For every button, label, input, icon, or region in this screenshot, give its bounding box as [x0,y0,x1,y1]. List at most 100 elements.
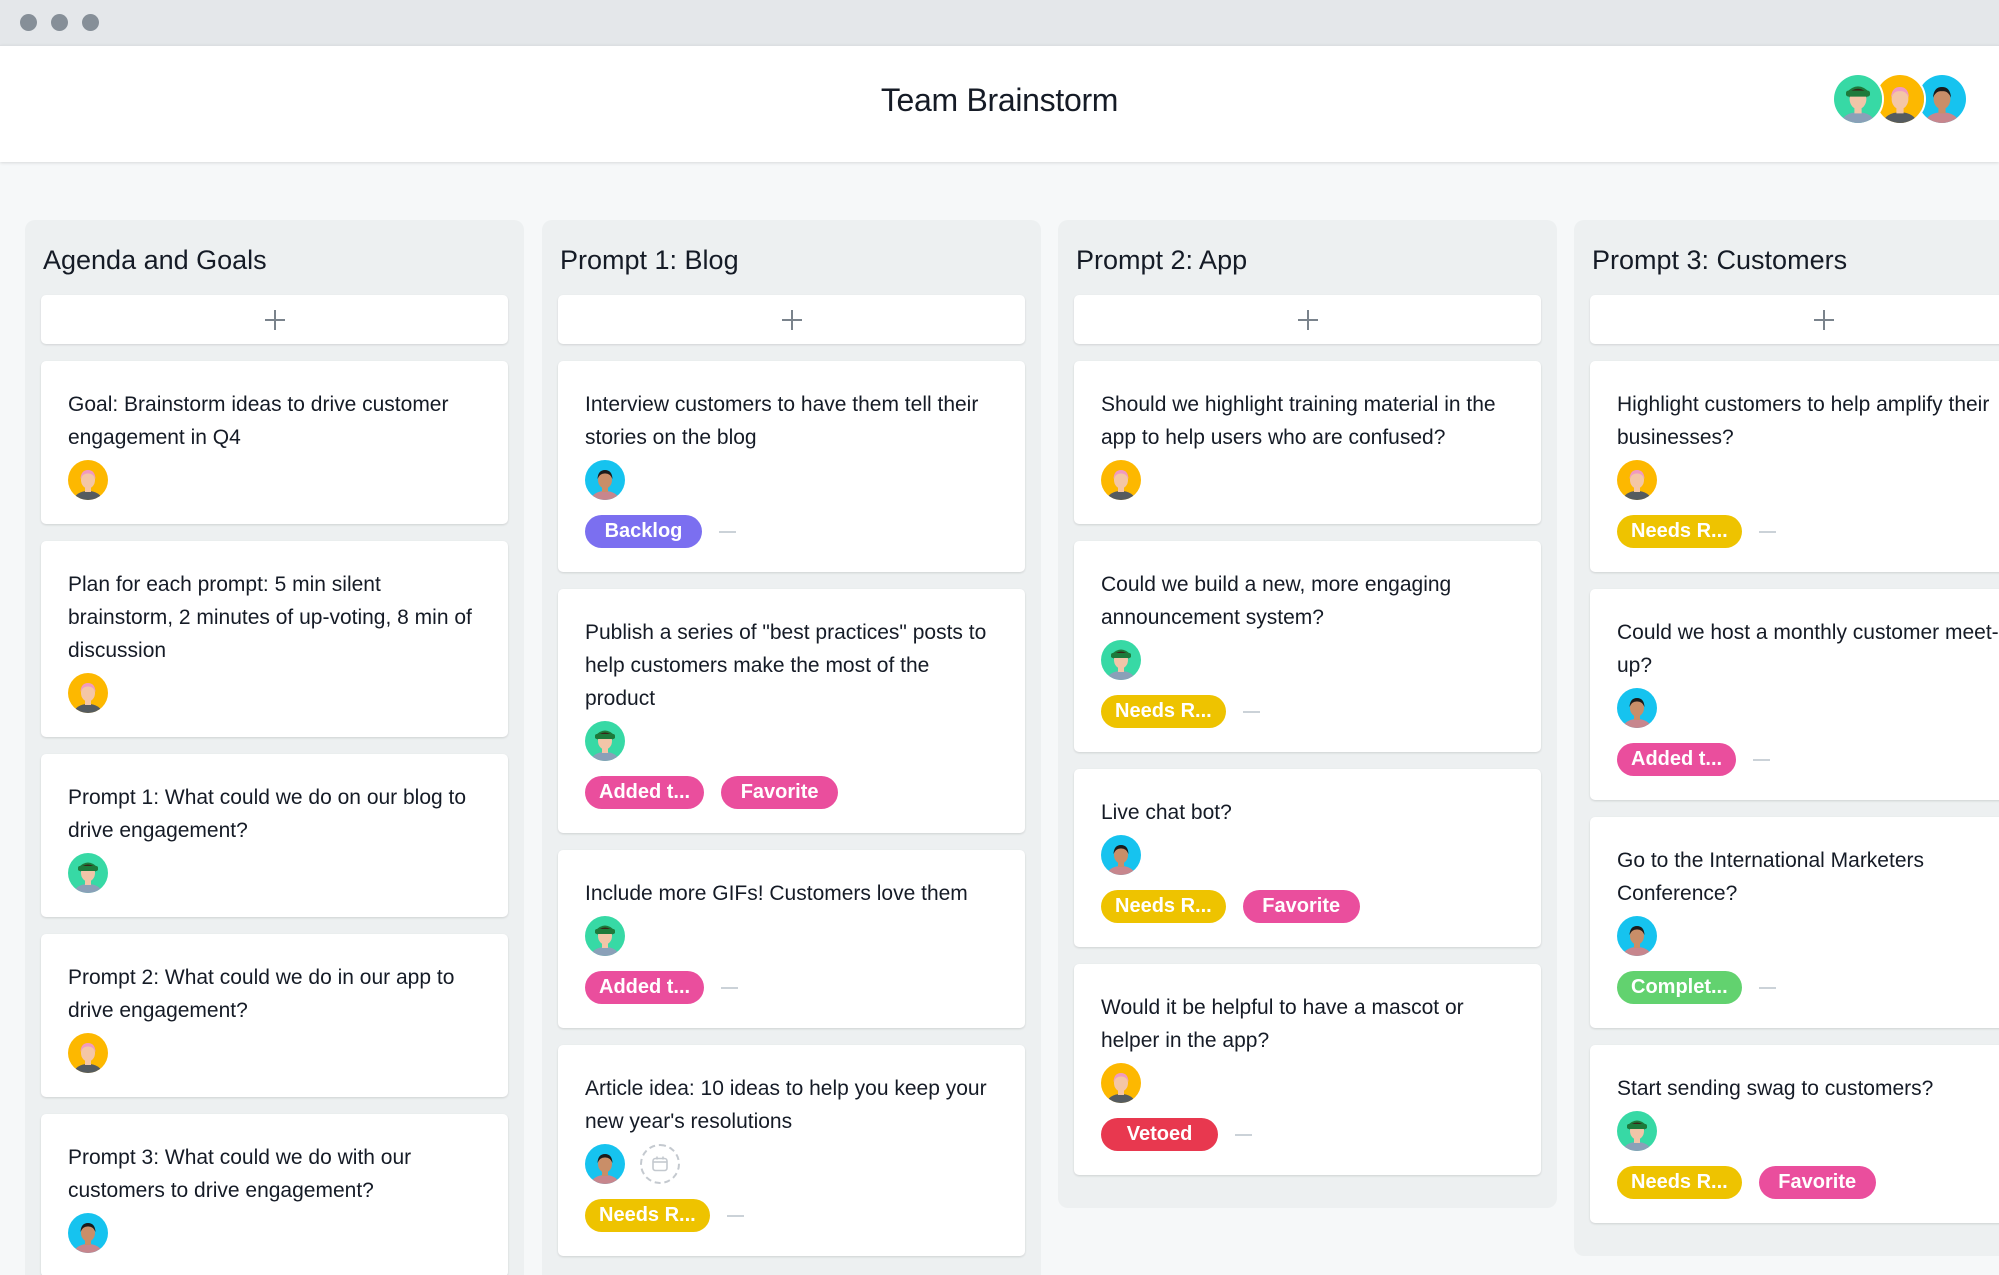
task-meta [1617,916,1999,956]
status-tag[interactable]: Needs R... [1101,695,1226,728]
task-meta [68,853,482,893]
task-name: Publish a series of "best practices" pos… [585,621,993,710]
task-card[interactable]: Live chat bot? Needs R... Favorite [1074,769,1541,947]
task-card[interactable]: Would it be helpful to have a mascot or … [1074,964,1541,1175]
task-name: Could we build a new, more engaging anno… [1101,573,1458,629]
status-tag[interactable]: Added t... [1617,743,1737,776]
plus-icon [781,309,802,330]
empty-field-dash[interactable] [1758,530,1776,533]
board: Agenda and Goals Goal: Brainstorm ideas t… [0,162,1999,1275]
empty-field-dash[interactable] [1235,1133,1252,1136]
assignee-avatar[interactable] [68,853,108,893]
task-tags: Needs R... [1617,515,1999,548]
task-tags: Needs R... [1101,695,1515,728]
assignee-avatar[interactable] [68,1213,108,1253]
task-tags: Complet... [1617,971,1999,1004]
task-meta [585,460,999,500]
assignee-avatar[interactable] [585,1144,625,1184]
task-card[interactable]: Prompt 2: What could we do in our app to… [41,934,508,1097]
status-tag[interactable]: Added t... [585,776,705,809]
column-title[interactable]: Prompt 1: Blog [560,245,739,275]
task-card[interactable]: Could we build a new, more engaging anno… [1074,541,1541,752]
window-maximize-button[interactable] [82,14,99,31]
task-meta [68,673,482,713]
task-card[interactable]: Go to the International Marketers Confer… [1590,817,1999,1028]
add-task-button[interactable] [558,295,1025,344]
task-name: Prompt 1: What could we do on our blog t… [68,786,472,842]
calendar-icon[interactable] [640,1144,680,1184]
task-card[interactable]: Interview customers to have them tell th… [558,361,1025,572]
task-card[interactable]: Article idea: 10 ideas to help you keep … [558,1045,1025,1256]
task-card[interactable]: Goal: Brainstorm ideas to drive customer… [41,361,508,524]
column-title[interactable]: Prompt 3: Customers [1592,245,1848,275]
status-tag[interactable]: Favorite [1242,890,1360,923]
task-card[interactable]: Include more GIFs! Customers love them A… [558,850,1025,1028]
member-avatar[interactable] [1832,73,1884,125]
assignee-avatar[interactable] [585,460,625,500]
assignee-avatar[interactable] [1617,688,1657,728]
empty-field-dash[interactable] [1242,710,1260,713]
member-avatar[interactable] [1874,73,1926,125]
board-column: Prompt 3: Customers Highlight customers t… [1574,220,1999,1256]
task-card[interactable]: Should we highlight training material in… [1074,361,1541,524]
status-tag[interactable]: Vetoed [1101,1118,1218,1151]
assignee-avatar[interactable] [68,1033,108,1073]
empty-field-dash[interactable] [721,986,739,989]
assignee-avatar[interactable] [585,916,625,956]
task-name: Include more GIFs! Customers love them [585,882,968,905]
status-tag[interactable]: Favorite [721,776,839,809]
member-avatar[interactable] [1916,73,1968,125]
task-meta [1101,460,1515,500]
task-tags: Backlog [585,515,999,548]
status-tag[interactable]: Needs R... [585,1199,710,1232]
task-tags: Needs R... [585,1199,999,1232]
status-tag[interactable]: Needs R... [1101,890,1226,923]
assignee-avatar[interactable] [68,673,108,713]
task-card[interactable]: Prompt 1: What could we do on our blog t… [41,754,508,917]
empty-field-dash[interactable] [1758,986,1776,989]
assignee-avatar[interactable] [1101,640,1141,680]
window-close-button[interactable] [20,14,37,31]
status-tag[interactable]: Added t... [585,971,705,1004]
assignee-avatar[interactable] [1617,460,1657,500]
task-name: Live chat bot? [1101,801,1232,824]
add-task-button[interactable] [41,295,508,344]
add-task-button[interactable] [1590,295,1999,344]
assignee-avatar[interactable] [1101,460,1141,500]
add-task-button[interactable] [1074,295,1541,344]
board-column: Prompt 2: App Should we highlight trainin… [1058,220,1557,1208]
status-tag[interactable]: Needs R... [1617,515,1742,548]
status-tag[interactable]: Favorite [1758,1166,1876,1199]
assignee-avatar[interactable] [585,721,625,761]
assignee-avatar[interactable] [68,460,108,500]
empty-field-dash[interactable] [719,530,736,533]
task-name: Highlight customers to help amplify thei… [1617,393,1996,449]
assignee-avatar[interactable] [1617,1111,1657,1151]
status-tag[interactable]: Backlog [585,515,702,548]
task-name: Prompt 2: What could we do in our app to… [68,966,461,1022]
status-tag[interactable]: Needs R... [1617,1166,1742,1199]
task-card[interactable]: Highlight customers to help amplify thei… [1590,361,1999,572]
task-meta [1617,1111,1999,1151]
task-card[interactable]: Prompt 3: What could we do with our cust… [41,1114,508,1275]
column-title[interactable]: Agenda and Goals [43,245,267,275]
column-title[interactable]: Prompt 2: App [1076,245,1248,275]
task-card[interactable]: Start sending swag to customers? Needs R… [1590,1045,1999,1223]
task-meta [585,1144,999,1184]
board-column: Agenda and Goals Goal: Brainstorm ideas t… [25,220,524,1275]
task-card[interactable]: Plan for each prompt: 5 min silent brain… [41,541,508,737]
task-meta [1101,835,1515,875]
assignee-avatar[interactable] [1101,1063,1141,1103]
empty-field-dash[interactable] [726,1214,744,1217]
task-card[interactable]: Publish a series of "best practices" pos… [558,589,1025,833]
task-name: Goal: Brainstorm ideas to drive customer… [68,393,455,449]
task-meta [585,916,999,956]
status-tag[interactable]: Complet... [1617,971,1742,1004]
assignee-avatar[interactable] [1101,835,1141,875]
task-name: Article idea: 10 ideas to help you keep … [585,1077,993,1133]
task-meta [68,1213,482,1253]
task-card[interactable]: Could we host a monthly customer meet-up… [1590,589,1999,800]
empty-field-dash[interactable] [1753,758,1771,761]
window-minimize-button[interactable] [51,14,68,31]
assignee-avatar[interactable] [1617,916,1657,956]
